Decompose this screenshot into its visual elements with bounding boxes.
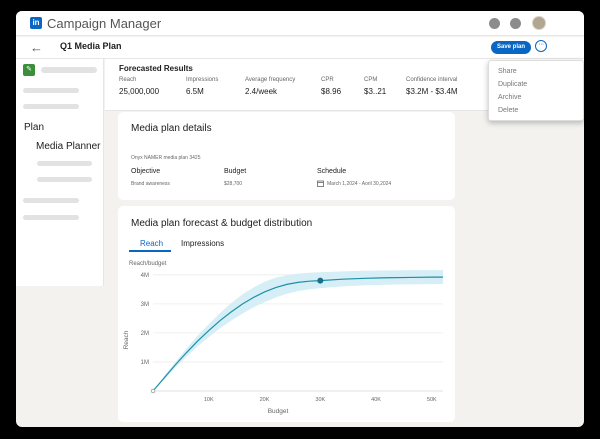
chart-title: Reach/budget [129, 261, 167, 267]
metric-value: 6.5M [186, 87, 204, 96]
metric-label: CPR [321, 77, 334, 83]
more-options-menu: Share Duplicate Archive Delete [488, 60, 584, 121]
forecasted-results-title: Forecasted Results [119, 64, 193, 73]
metric-value: 2.4/week [245, 87, 278, 96]
calendar-icon [317, 180, 324, 187]
app-name: Campaign Manager [47, 16, 162, 31]
menu-item-archive[interactable]: Archive [498, 94, 522, 101]
menu-item-delete[interactable]: Delete [498, 107, 519, 114]
back-arrow-icon[interactable]: ← [30, 40, 43, 55]
y-tick-label: 4M [141, 273, 149, 279]
metric-impressions: Impressions 6.5M [186, 77, 218, 96]
y-tick-label: 3M [141, 302, 149, 308]
metric-label: Confidence interval [406, 77, 458, 83]
x-tick-label: 30K [315, 397, 325, 403]
linkedin-logo-icon: in [30, 17, 42, 29]
notifications-icon[interactable] [489, 18, 500, 29]
metric-average-frequency: Average frequency 2.4/week [245, 77, 295, 96]
sidebar-placeholder [23, 104, 79, 109]
tab-reach[interactable]: Reach [140, 239, 164, 248]
metric-value: 25,000,000 [119, 87, 160, 96]
sidebar-item-media-planner[interactable]: Media Planner [36, 141, 101, 152]
sidebar-placeholder [23, 215, 79, 220]
page-title: Q1 Media Plan [60, 41, 122, 51]
metric-cpr: CPR $8.96 [321, 77, 341, 96]
media-plan-details-card: Media plan details Onyx NAMER media plan… [118, 112, 455, 200]
top-bar: in Campaign Manager [16, 11, 584, 36]
reach-budget-chart: 1M 2M 3M 4M 10K 20K 30K 40K 50K Budget Reach [123, 270, 443, 415]
forecast-title: Media plan forecast & budget distributio… [131, 218, 313, 229]
objective-value: Brand awareness [131, 181, 170, 187]
x-tick-label: 40K [371, 397, 381, 403]
metric-cpm: CPM $3..21 [364, 77, 386, 96]
plan-header: ← Q1 Media Plan Save plan ··· [16, 37, 584, 59]
sidebar-placeholder [37, 177, 92, 182]
media-plan-icon[interactable]: ✎ [23, 64, 35, 76]
confidence-band [153, 270, 443, 391]
y-tick-label: 2M [141, 331, 149, 337]
metric-label: Impressions [186, 77, 219, 83]
x-axis-title: Budget [268, 408, 289, 415]
x-tick-label: 20K [260, 397, 270, 403]
sidebar-placeholder [41, 67, 97, 73]
highlight-point [317, 277, 324, 284]
x-tick-label: 50K [427, 397, 437, 403]
schedule-value: March 1,2024 - Aoril 30,2024 [327, 181, 392, 187]
metric-label: Average frequency [245, 77, 296, 83]
forecast-card: Media plan forecast & budget distributio… [118, 206, 455, 422]
schedule-label: Schedule [317, 168, 347, 175]
tab-impressions[interactable]: Impressions [181, 239, 225, 248]
more-options-icon[interactable]: ··· [535, 40, 547, 52]
metric-value: $3.2M - $3.4M [406, 87, 458, 96]
sidebar-placeholder [23, 198, 79, 203]
metric-confidence-interval: Confidence interval $3.2M - $3.4M [406, 77, 458, 96]
metric-value: $8.96 [321, 87, 342, 96]
metric-label: Reach [119, 77, 137, 83]
objective-label: Objective [131, 168, 161, 175]
y-axis-title: Reach [123, 330, 130, 349]
metric-reach: Reach 25,000,000 [119, 77, 159, 96]
menu-item-duplicate[interactable]: Duplicate [498, 81, 528, 88]
app-window: in Campaign Manager ← Q1 Media Plan Save… [16, 11, 584, 427]
active-tab-indicator [129, 250, 171, 252]
menu-item-share[interactable]: Share [498, 68, 517, 75]
sidebar-item-plan[interactable]: Plan [24, 122, 45, 133]
y-tick-label: 1M [141, 360, 149, 366]
help-icon[interactable] [510, 18, 521, 29]
metric-value: $3..21 [364, 87, 387, 96]
details-title: Media plan details [131, 123, 212, 134]
origin-point [150, 388, 156, 394]
avatar[interactable] [532, 16, 546, 30]
budget-value: $28,700 [224, 181, 243, 187]
reach-line [152, 276, 443, 392]
budget-label: Budget [224, 168, 247, 175]
metric-label: CPM [364, 77, 378, 83]
sidebar-placeholder [23, 88, 79, 93]
plan-name: Onyx NAMER media plan 3425 [131, 155, 201, 161]
sidebar: ✎ Plan Media Planner [16, 59, 104, 286]
x-tick-label: 10K [204, 397, 214, 403]
save-plan-button[interactable]: Save plan [491, 41, 531, 54]
sidebar-placeholder [37, 161, 92, 166]
